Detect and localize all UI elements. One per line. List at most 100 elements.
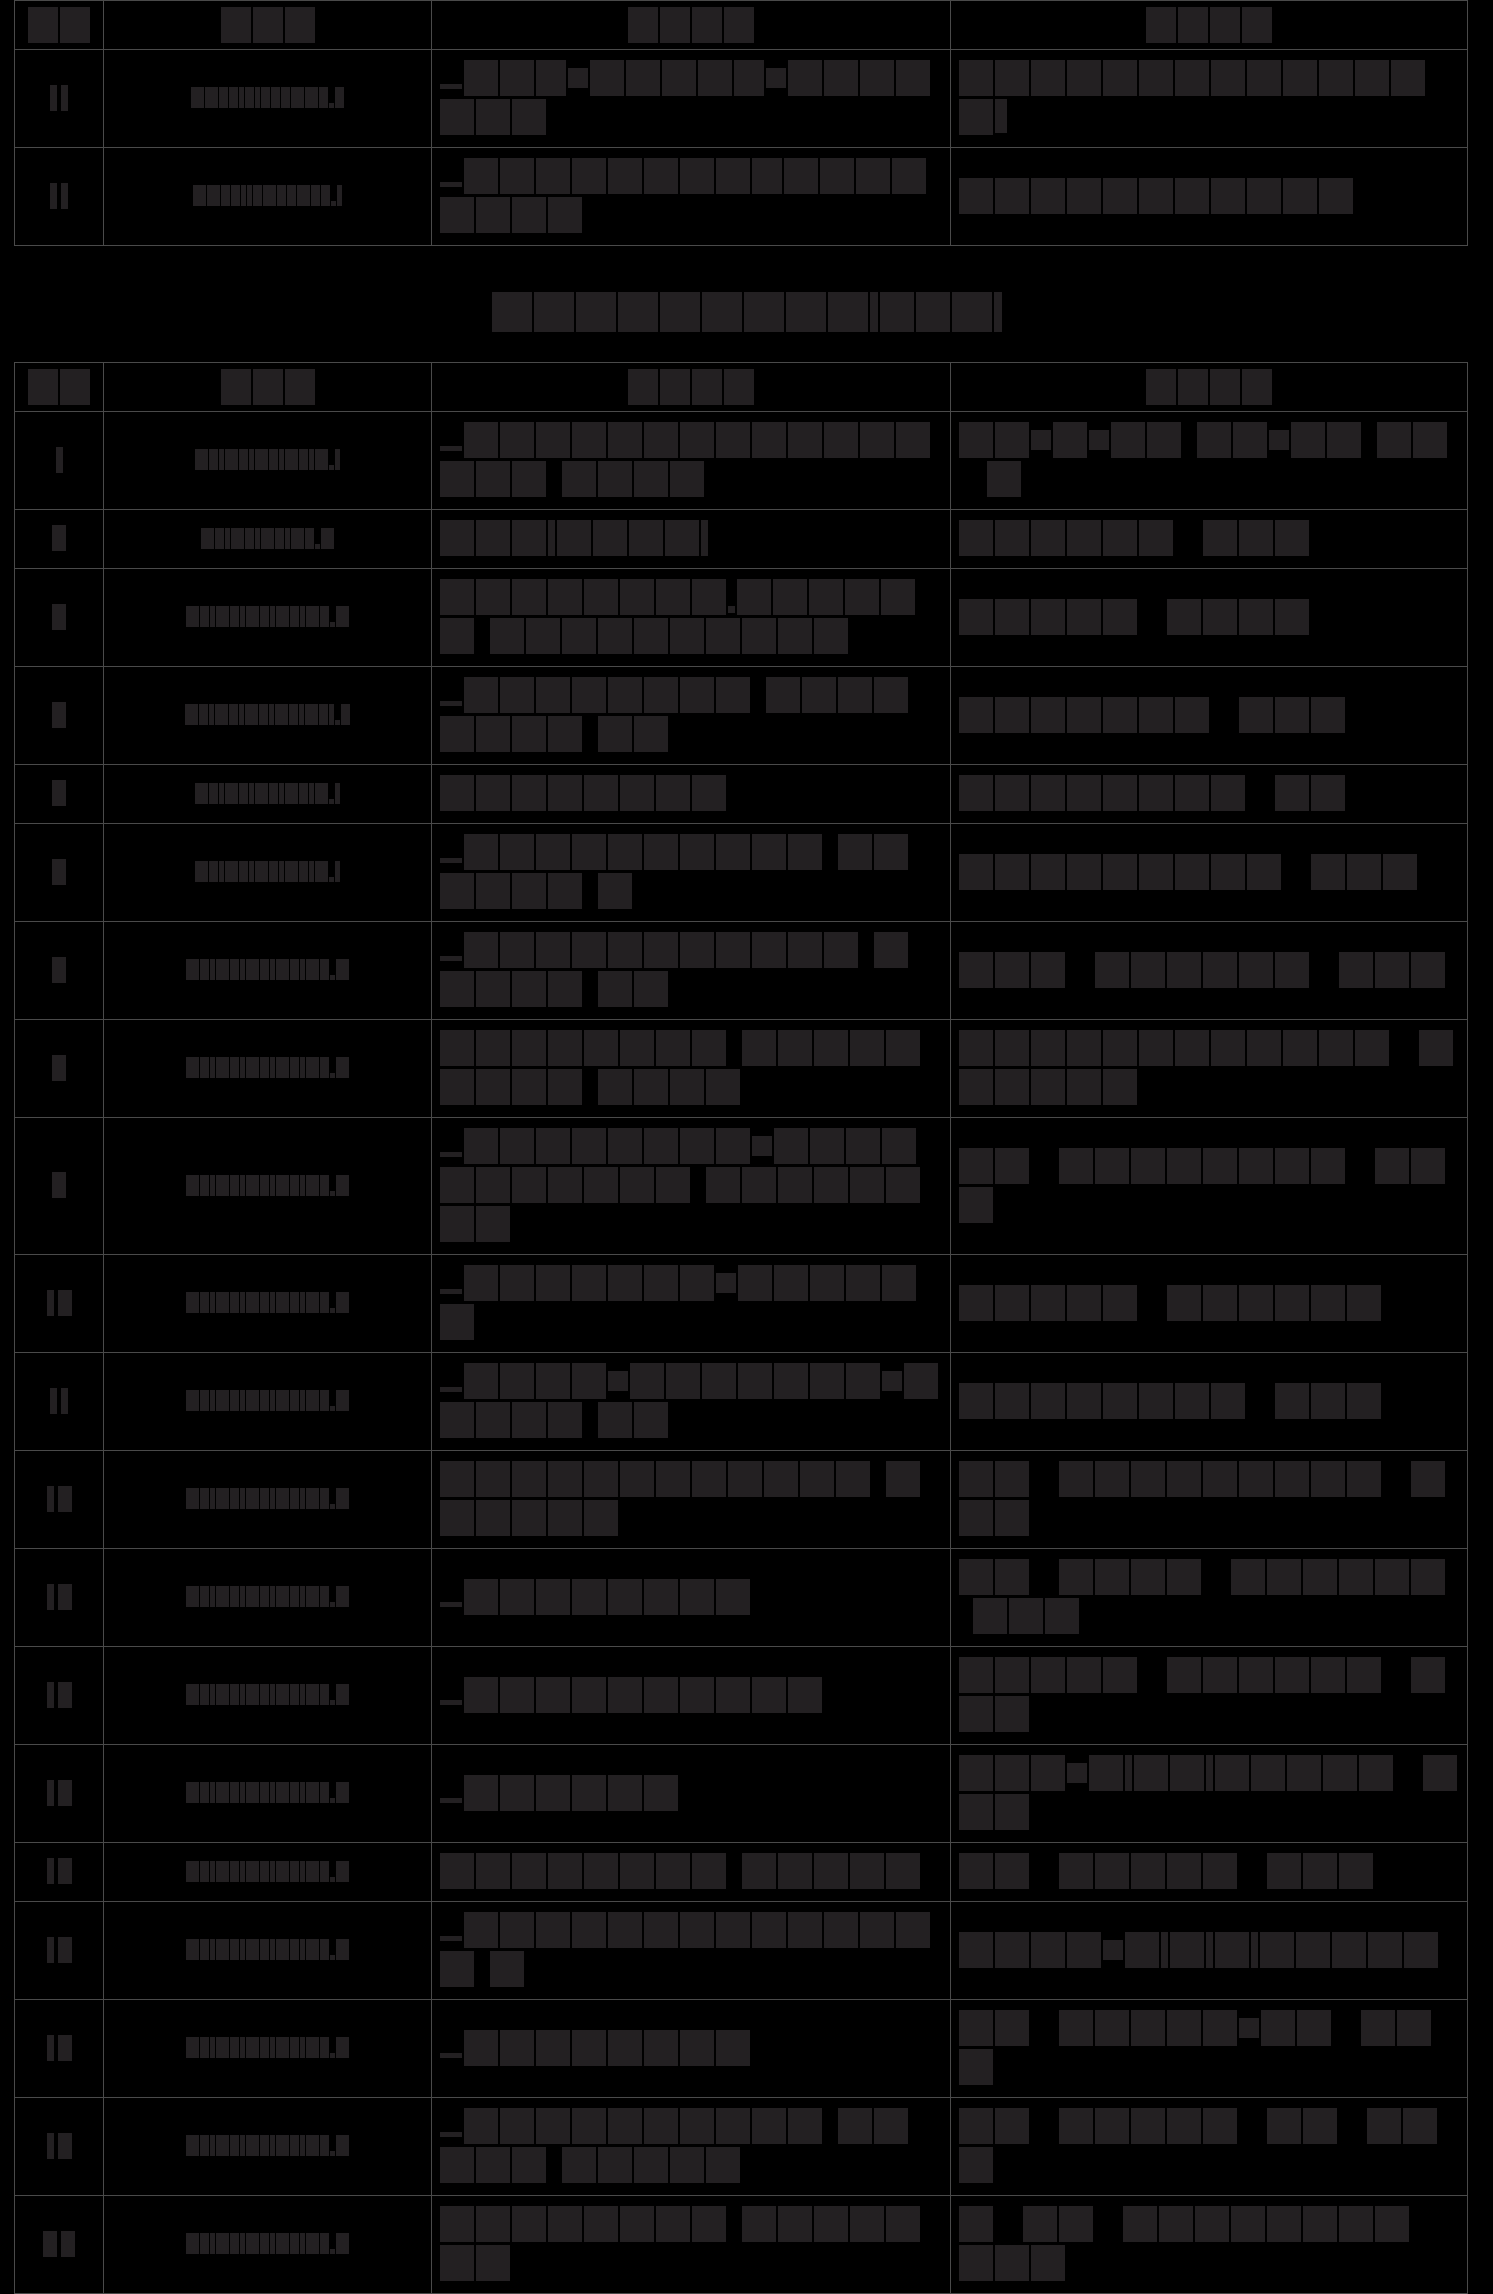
cell-desc bbox=[431, 1450, 951, 1549]
row-number bbox=[23, 701, 95, 728]
cell-desc bbox=[431, 1254, 951, 1353]
desc-glyphs bbox=[440, 2029, 942, 2066]
cell-file bbox=[103, 147, 432, 246]
row-number bbox=[23, 1289, 95, 1316]
cell-no bbox=[14, 509, 104, 569]
cell-desc bbox=[431, 1548, 951, 1647]
desc-glyphs bbox=[440, 1774, 942, 1811]
cell-file bbox=[103, 509, 432, 569]
cell-desc bbox=[431, 1019, 951, 1118]
cell-desc bbox=[431, 568, 951, 667]
cell-no bbox=[14, 2195, 104, 2294]
cell-no bbox=[14, 1450, 104, 1549]
file-id bbox=[112, 704, 423, 725]
row-number bbox=[23, 1387, 95, 1414]
cell-file bbox=[103, 1548, 432, 1647]
bracket-open-icon bbox=[869, 292, 878, 332]
cell-desc bbox=[431, 2195, 951, 2294]
cell-file bbox=[103, 2097, 432, 2196]
cell-desc bbox=[431, 1117, 951, 1255]
cell-no bbox=[14, 1254, 104, 1353]
cell-no bbox=[14, 1117, 104, 1255]
file-id bbox=[112, 1939, 423, 1960]
file-id bbox=[112, 2233, 423, 2254]
cell-file bbox=[103, 823, 432, 922]
cell-note bbox=[950, 411, 1468, 510]
cell-no bbox=[14, 1548, 104, 1647]
table-row bbox=[14, 1646, 1468, 1745]
row-number bbox=[23, 1583, 95, 1610]
column-header-file bbox=[103, 362, 432, 412]
cell-note bbox=[950, 49, 1468, 148]
row-number bbox=[23, 1172, 95, 1198]
desc-glyphs bbox=[440, 677, 942, 752]
note-glyphs bbox=[959, 1755, 1459, 1830]
table-row bbox=[14, 1999, 1468, 2098]
cell-no bbox=[14, 568, 104, 667]
row-number bbox=[23, 525, 95, 551]
table-row bbox=[14, 411, 1468, 510]
table-header-row bbox=[14, 362, 1468, 412]
cell-note bbox=[950, 921, 1468, 1020]
cell-note bbox=[950, 2195, 1468, 2294]
cell-file bbox=[103, 568, 432, 667]
header-glyphs-file bbox=[112, 369, 423, 405]
cell-no bbox=[14, 1999, 104, 2098]
row-number bbox=[23, 858, 95, 885]
cell-desc bbox=[431, 1352, 951, 1451]
file-id bbox=[112, 449, 423, 470]
cell-file bbox=[103, 1646, 432, 1745]
cell-desc bbox=[431, 509, 951, 569]
note-glyphs bbox=[959, 1657, 1459, 1732]
cell-desc bbox=[431, 49, 951, 148]
row-number bbox=[23, 1054, 95, 1081]
note-glyphs bbox=[959, 1853, 1459, 1889]
cell-no bbox=[14, 823, 104, 922]
desc-glyphs bbox=[440, 1030, 942, 1105]
header-glyphs-note bbox=[959, 369, 1459, 405]
file-id bbox=[112, 87, 423, 108]
header-glyphs-desc bbox=[440, 7, 942, 43]
table-row bbox=[14, 1117, 1468, 1255]
cell-no bbox=[14, 1019, 104, 1118]
row-number bbox=[23, 1485, 95, 1512]
header-glyphs-no bbox=[23, 7, 95, 43]
header-glyphs-file bbox=[112, 7, 423, 43]
header-glyphs-desc bbox=[440, 369, 942, 405]
cell-file bbox=[103, 666, 432, 765]
cell-desc bbox=[431, 921, 951, 1020]
desc-glyphs bbox=[440, 579, 942, 654]
desc-glyphs bbox=[440, 1461, 942, 1536]
cell-no bbox=[14, 666, 104, 765]
cell-note bbox=[950, 1450, 1468, 1549]
row-number bbox=[23, 1779, 95, 1806]
cell-note bbox=[950, 509, 1468, 569]
continued-table bbox=[14, 0, 1468, 246]
main-table bbox=[14, 362, 1468, 2294]
file-id bbox=[112, 1860, 423, 1882]
cell-note bbox=[950, 823, 1468, 922]
cell-no bbox=[14, 147, 104, 246]
cell-note bbox=[950, 1744, 1468, 1843]
column-header-desc bbox=[431, 0, 951, 50]
row-number bbox=[23, 603, 95, 630]
row-number bbox=[23, 84, 95, 111]
desc-glyphs bbox=[440, 1912, 942, 1987]
desc-glyphs bbox=[440, 1363, 942, 1438]
cell-desc bbox=[431, 147, 951, 246]
note-glyphs bbox=[959, 1284, 1459, 1321]
note-glyphs bbox=[959, 1147, 1459, 1223]
row-number bbox=[23, 780, 95, 806]
desc-glyphs bbox=[440, 1853, 942, 1889]
note-glyphs bbox=[959, 177, 1459, 214]
note-glyphs bbox=[959, 853, 1459, 890]
file-id bbox=[112, 1390, 423, 1411]
note-glyphs bbox=[959, 951, 1459, 988]
desc-glyphs bbox=[440, 1128, 942, 1242]
desc-glyphs bbox=[440, 1578, 942, 1615]
desc-glyphs bbox=[440, 158, 942, 233]
file-id bbox=[112, 1057, 423, 1078]
row-number bbox=[23, 1936, 95, 1963]
table-row bbox=[14, 1254, 1468, 1353]
table-row bbox=[14, 1842, 1468, 1902]
